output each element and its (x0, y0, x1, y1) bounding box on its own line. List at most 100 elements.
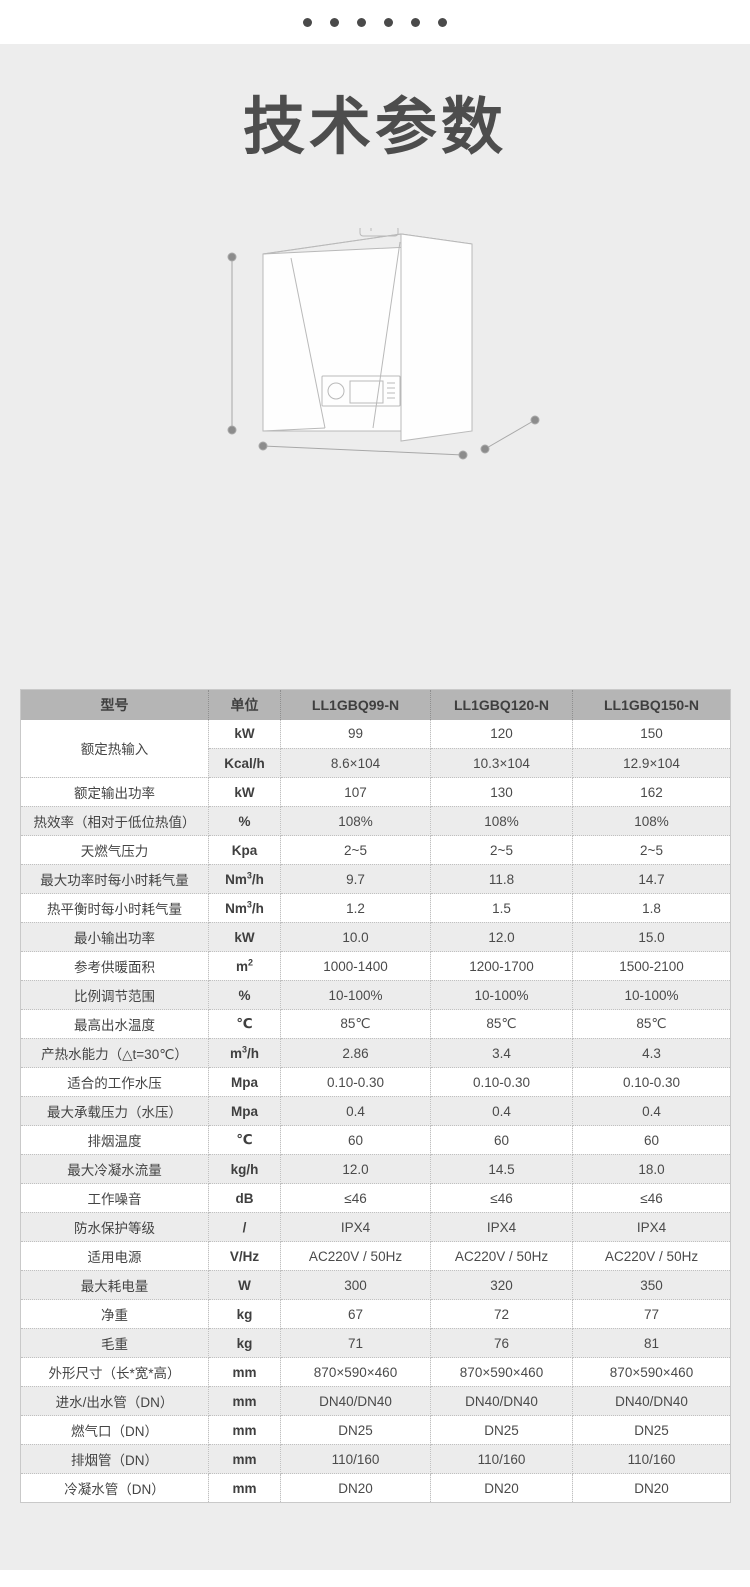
row-label: 产热水能力（△t=30℃） (20, 1038, 209, 1068)
row-value-model-3: 14.7 (572, 864, 731, 894)
row-value-model-3: 1500-2100 (572, 951, 731, 981)
row-unit: mm (208, 1444, 281, 1474)
row-value-model-2: IPX4 (430, 1212, 573, 1242)
row-value-model-1: IPX4 (280, 1212, 431, 1242)
carousel-dot-2[interactable] (330, 17, 339, 27)
header-unit-label: 单位 (208, 689, 281, 720)
row-value-model-3: 15.0 (572, 922, 731, 952)
row-value-model-1: DN40/DN40 (280, 1386, 431, 1416)
row-value-model-2: 870×590×460 (430, 1357, 573, 1387)
header-model-1: LL1GBQ99-N (280, 689, 431, 720)
table-row: 外形尺寸（长*宽*高） mm 870×590×460 870×590×460 870×5… (20, 1357, 731, 1387)
row-value-model-2: 10-100% (430, 980, 573, 1010)
row-label: 天燃气压力 (20, 835, 209, 865)
carousel-dots[interactable] (303, 17, 447, 27)
carousel-dot-6[interactable] (438, 17, 447, 27)
table-row: 防水保护等级 / IPX4 IPX4 IPX4 (20, 1212, 731, 1242)
row-value-model-2: DN40/DN40 (430, 1386, 573, 1416)
row-unit: mm (208, 1357, 281, 1387)
table-row: 参考供暖面积 m2 1000-1400 1200-1700 1500-2100 (20, 951, 731, 981)
row-label: 适用电源 (20, 1241, 209, 1271)
table-row: 比例调节范围% 10-100% 10-100% 10-100% (20, 980, 731, 1010)
page-title: 技术参数 (242, 93, 508, 162)
row-value-model-2: 0.4 (430, 1096, 573, 1126)
table-body: 额定热输入 kW 99 120 150 Kcal/h 8.6×104 10.3×104 12.9… (20, 719, 731, 1503)
table-header-row: 型号 单位 LL1GBQ99-N LL1GBQ120-N LL1GBQ150-N (20, 689, 731, 720)
table-row: 进水/出水管（DN） mm DN40/DN40 DN40/DN40 DN40/DN40 (20, 1386, 731, 1416)
row-unit: m3/h (208, 1038, 281, 1068)
row-value-model-3: 4.3 (572, 1038, 731, 1068)
carousel-dot-3[interactable] (357, 17, 366, 27)
table-row: 工作噪音 dB ≤46 ≤46 ≤46 (20, 1183, 731, 1213)
row-value-model-2: 12.0 (430, 922, 573, 952)
row-label: 最小输出功率 (20, 922, 209, 952)
row-value-model-1: 108% (280, 806, 431, 836)
row-value-model-3: 77 (572, 1299, 731, 1329)
row-value-model-1: 107 (280, 777, 431, 807)
row-label: 最大冷凝水流量 (20, 1154, 209, 1184)
row-unit: m2 (208, 951, 281, 981)
row-unit: kg/h (208, 1154, 281, 1184)
row-value-model-2: DN20 (430, 1473, 573, 1503)
row-unit: Nm3/h (208, 893, 281, 923)
row-value-model-2: 10.3×104 (430, 748, 573, 778)
row-value-model-1: 10.0 (280, 922, 431, 952)
row-value-model-3: 18.0 (572, 1154, 731, 1184)
carousel-dot-5[interactable] (411, 17, 420, 27)
row-label: 防水保护等级 (20, 1212, 209, 1242)
row-unit: kg (208, 1328, 281, 1358)
table-row: 最大冷凝水流量 kg/h 12.0 14.5 18.0 (20, 1154, 731, 1184)
table-row: 额定输出功率 kW 107 130 162 (20, 777, 731, 807)
row-label: 热平衡时每小时耗气量 (20, 893, 209, 923)
row-unit: kW (208, 777, 281, 807)
row-value-model-3: DN40/DN40 (572, 1386, 731, 1416)
row-unit: kg (208, 1299, 281, 1329)
row-value-model-3: 2~5 (572, 835, 731, 865)
row-label: 冷凝水管（DN） (20, 1473, 209, 1503)
row-value-model-1: DN20 (280, 1473, 431, 1503)
row-unit: dB (208, 1183, 281, 1213)
row-value-model-2: ≤46 (430, 1183, 573, 1213)
row-value-model-1: 9.7 (280, 864, 431, 894)
page-bottom-strip (0, 1570, 750, 1587)
row-value-model-2: DN25 (430, 1415, 573, 1445)
row-unit: kW (208, 922, 281, 952)
row-unit: Kpa (208, 835, 281, 865)
carousel-indicator-bar (0, 0, 750, 44)
table-row: 适合的工作水压 Mpa 0.10-0.30 0.10-0.30 0.10-0.30 (20, 1067, 731, 1097)
row-label: 适合的工作水压 (20, 1067, 209, 1097)
row-unit: W (208, 1270, 281, 1300)
row-unit: ℃ (208, 1125, 281, 1155)
row-value-model-1: 1.2 (280, 893, 431, 923)
table-row: 最高出水温度 ℃ 85℃ 85℃ 85℃ (20, 1009, 731, 1039)
carousel-dot-1[interactable] (303, 17, 312, 27)
row-value-model-3: IPX4 (572, 1212, 731, 1242)
row-value-model-1: 870×590×460 (280, 1357, 431, 1387)
row-value-model-2: 85℃ (430, 1009, 573, 1039)
row-value-model-1: 67 (280, 1299, 431, 1329)
table-row: 产热水能力（△t=30℃） m3/h 2.86 3.4 4.3 (20, 1038, 731, 1068)
row-value-model-1: 99 (280, 719, 431, 749)
table-row: 热平衡时每小时耗气量 Nm3/h 1.2 1.5 1.8 (20, 893, 731, 923)
row-value-model-1: 8.6×104 (280, 748, 431, 778)
row-value-model-1: 60 (280, 1125, 431, 1155)
row-value-model-2: 11.8 (430, 864, 573, 894)
carousel-dot-4[interactable] (384, 17, 393, 27)
boiler-illustration (195, 228, 555, 658)
row-value-model-1: ≤46 (280, 1183, 431, 1213)
row-value-model-3: 60 (572, 1125, 731, 1155)
technical-parameters-table: 型号 单位 LL1GBQ99-N LL1GBQ120-N LL1GBQ150-N… (20, 689, 731, 1503)
row-value-model-3: 0.10-0.30 (572, 1067, 731, 1097)
row-label: 进水/出水管（DN） (20, 1386, 209, 1416)
table-row: 最大承载压力（水压） Mpa 0.4 0.4 0.4 (20, 1096, 731, 1126)
row-value-model-1: 0.10-0.30 (280, 1067, 431, 1097)
row-value-model-1: AC220V / 50Hz (280, 1241, 431, 1271)
row-label: 热效率（相对于低位热值） (20, 806, 209, 836)
row-unit: Kcal/h (208, 748, 281, 778)
table-row: Kcal/h 8.6×104 10.3×104 12.9×104 (21, 748, 731, 778)
boiler-line-drawing-svg (227, 228, 540, 460)
row-value-model-1: 2~5 (280, 835, 431, 865)
row-value-model-1: 0.4 (280, 1096, 431, 1126)
row-label: 外形尺寸（长*宽*高） (20, 1357, 209, 1387)
